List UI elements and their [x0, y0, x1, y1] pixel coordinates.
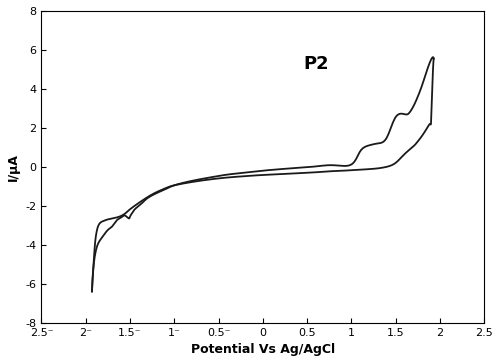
Y-axis label: I/μA: I/μA: [7, 153, 20, 181]
X-axis label: Potential Vs Ag/AgCl: Potential Vs Ag/AgCl: [191, 343, 335, 356]
Text: P2: P2: [303, 55, 329, 73]
